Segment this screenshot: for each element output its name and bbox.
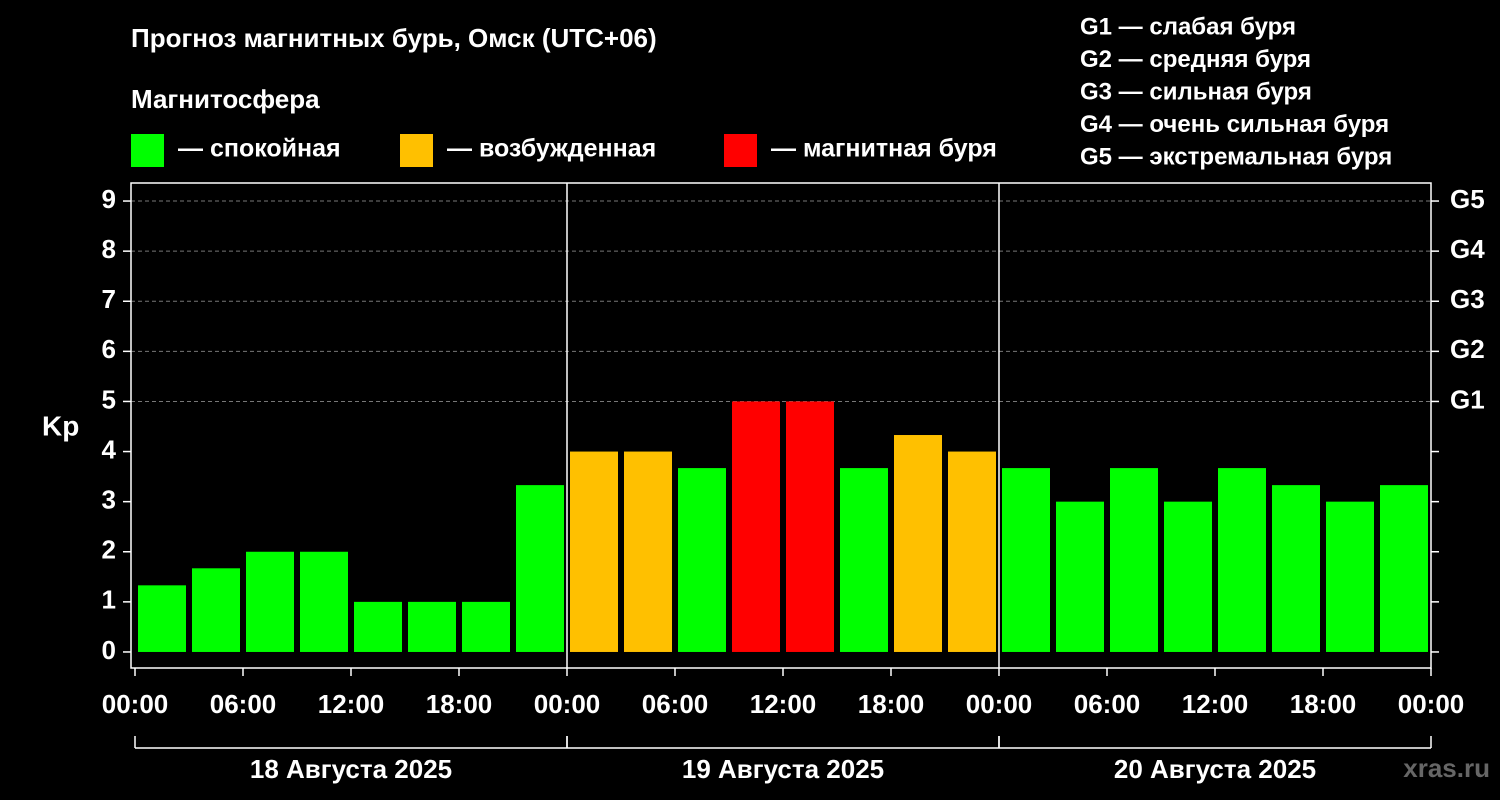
bar [1002, 468, 1050, 652]
x-tick-label: 06:00 [210, 689, 277, 719]
day-label: 18 Августа 2025 [250, 754, 452, 784]
scale-note: G3 — сильная буря [1080, 78, 1312, 105]
bar [948, 451, 996, 652]
x-tick-label: 06:00 [1074, 689, 1141, 719]
y-tick-label: 0 [102, 635, 116, 665]
x-tick-label: 00:00 [534, 689, 601, 719]
bar [732, 401, 780, 652]
x-tick-label: 12:00 [750, 689, 817, 719]
day-label: 20 Августа 2025 [1114, 754, 1316, 784]
y2-tick-label: G4 [1450, 234, 1485, 264]
bar [786, 401, 834, 652]
y2-tick-label: G3 [1450, 284, 1485, 314]
x-tick-label: 18:00 [858, 689, 925, 719]
chart-subtitle: Магнитосфера [131, 84, 320, 114]
y-tick-label: 2 [102, 535, 116, 565]
y-axis-label: Kp [42, 410, 79, 441]
bar [1380, 485, 1428, 652]
legend-swatch [724, 134, 757, 167]
x-tick-label: 00:00 [102, 689, 169, 719]
bar [300, 551, 348, 652]
legend-label: — магнитная буря [771, 135, 997, 163]
bar [1326, 501, 1374, 652]
bar [246, 551, 294, 652]
y-tick-label: 5 [102, 384, 116, 414]
scale-note: G1 — слабая буря [1080, 13, 1296, 40]
y-tick-label: 6 [102, 334, 116, 364]
scale-note: G5 — экстремальная буря [1080, 143, 1392, 170]
bar [840, 468, 888, 652]
y2-tick-label: G2 [1450, 334, 1485, 364]
bar [516, 485, 564, 652]
y2-tick-label: G1 [1450, 384, 1485, 414]
bar [570, 451, 618, 652]
bar [894, 435, 942, 652]
bar [1218, 468, 1266, 652]
x-tick-label: 00:00 [1398, 689, 1465, 719]
y-tick-label: 1 [102, 585, 116, 615]
y-tick-label: 3 [102, 485, 116, 515]
x-tick-label: 12:00 [318, 689, 385, 719]
bar [462, 601, 510, 652]
chart-title: Прогноз магнитных бурь, Омск (UTC+06) [131, 23, 657, 53]
x-tick-label: 06:00 [642, 689, 709, 719]
watermark: xras.ru [1403, 753, 1490, 783]
x-tick-label: 18:00 [426, 689, 493, 719]
bar [624, 451, 672, 652]
scale-note: G4 — очень сильная буря [1080, 111, 1389, 138]
bar [678, 468, 726, 652]
legend-label: — спокойная [178, 135, 341, 163]
y-tick-label: 4 [102, 434, 117, 464]
x-tick-label: 18:00 [1290, 689, 1357, 719]
bar [354, 601, 402, 652]
legend-label: — возбужденная [447, 135, 656, 163]
plot-frame [130, 182, 1432, 669]
y-tick-label: 8 [102, 234, 116, 264]
bar [1110, 468, 1158, 652]
day-label: 19 Августа 2025 [682, 754, 884, 784]
bar [1272, 485, 1320, 652]
x-tick-label: 12:00 [1182, 689, 1249, 719]
bar [408, 601, 456, 652]
bar [192, 568, 240, 652]
y-tick-label: 9 [102, 184, 116, 214]
legend-swatch [131, 134, 164, 167]
bar [1056, 501, 1104, 652]
x-tick-label: 00:00 [966, 689, 1033, 719]
legend-swatch [400, 134, 433, 167]
y-tick-label: 7 [102, 284, 116, 314]
bar [1164, 501, 1212, 652]
y2-tick-label: G5 [1450, 184, 1485, 214]
scale-note: G2 — средняя буря [1080, 46, 1311, 73]
bar [138, 585, 186, 652]
